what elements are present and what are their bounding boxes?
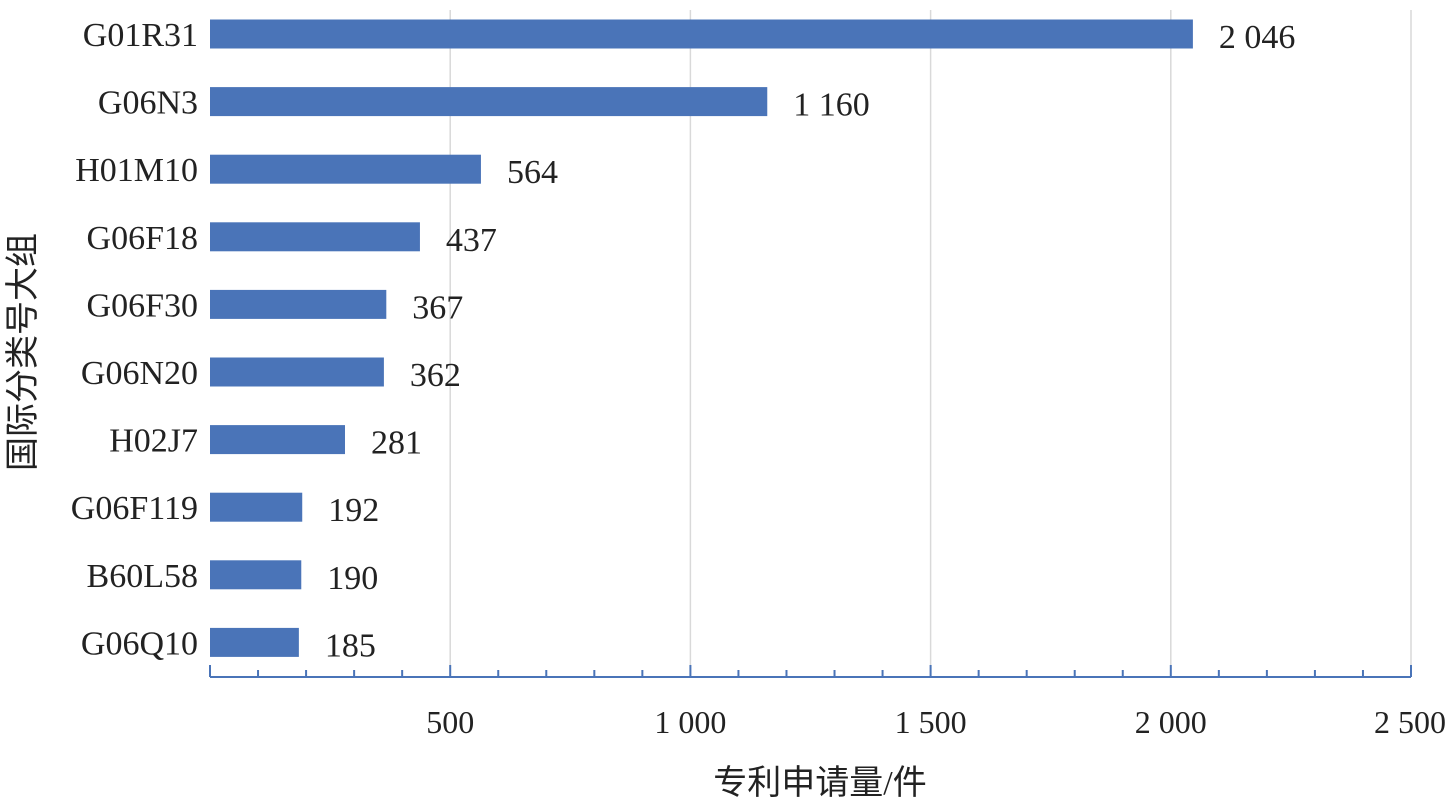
category-tick-label: G06N20 [81, 355, 198, 392]
data-label: 192 [328, 492, 379, 529]
value-labels: 2 046 1 160 564 437 367 362 281 192 190 185 [325, 19, 1296, 664]
data-label: 185 [325, 627, 376, 664]
category-tick-label: G06Q10 [81, 625, 198, 662]
bar [210, 492, 303, 522]
data-label: 2 046 [1219, 19, 1296, 56]
category-tick-label: H02J7 [109, 423, 198, 460]
data-label: 1 160 [793, 87, 870, 124]
bar [210, 425, 345, 455]
bar [210, 560, 302, 590]
x-tick-label: 1 000 [654, 704, 726, 740]
category-labels: G01R31 G06N3 H01M10 G06F18 G06F30 G06N20 H02J7… [71, 17, 198, 662]
data-label: 362 [410, 357, 461, 394]
bar [210, 357, 384, 387]
bar [210, 19, 1193, 49]
x-axis: 500 1 000 1 500 2 000 2 500 [209, 665, 1446, 740]
x-tick-label: 1 500 [895, 704, 967, 740]
data-label: 190 [327, 560, 378, 597]
data-label: 367 [412, 289, 463, 326]
x-axis-title: 专利申请量/件 [713, 764, 926, 802]
category-tick-label: G06F119 [71, 490, 198, 527]
category-tick-label: G06N3 [98, 85, 198, 122]
category-tick-label: G06F18 [87, 220, 198, 257]
data-label: 564 [507, 154, 558, 191]
y-axis-title: 国际分类号大组 [4, 233, 42, 471]
x-tick-label: 2 000 [1135, 704, 1207, 740]
bar [210, 154, 481, 184]
data-label: 281 [371, 425, 422, 462]
data-label: 437 [446, 222, 497, 259]
category-tick-label: G06F30 [87, 287, 198, 324]
category-tick-label: G01R31 [83, 17, 198, 54]
bar [210, 222, 420, 252]
bar [210, 627, 299, 657]
bars [210, 19, 1193, 657]
category-tick-label: B60L58 [87, 558, 198, 595]
x-tick-label: 500 [426, 704, 474, 740]
gridlines [449, 10, 1412, 677]
bar [210, 87, 768, 117]
category-tick-label: H01M10 [75, 152, 198, 189]
x-tick-label: 2 500 [1374, 704, 1446, 740]
bar [210, 289, 387, 319]
